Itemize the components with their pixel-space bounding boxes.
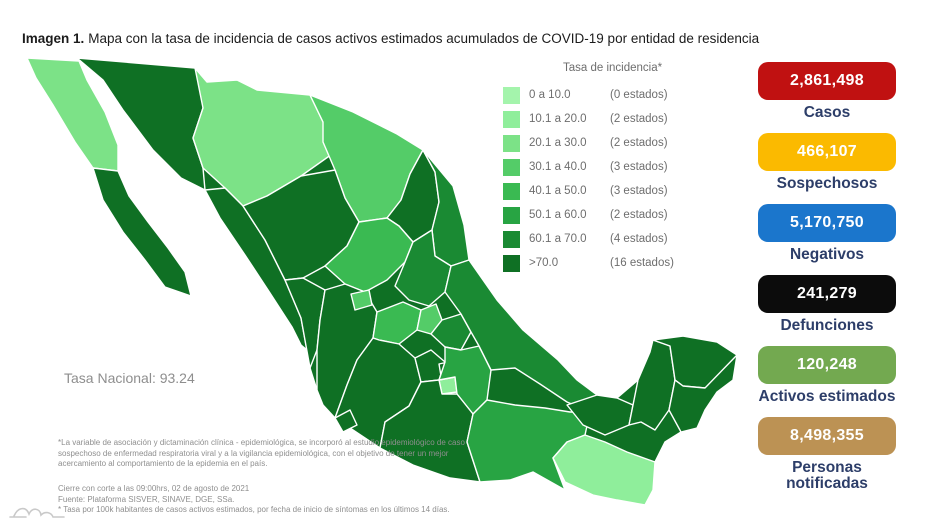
incidence-legend: Tasa de incidencia* 0 a 10.0 (0 estados)…: [497, 62, 747, 275]
state-guerrero: [379, 379, 481, 483]
legend-range: 50.1 a 60.0: [529, 209, 587, 221]
personas-notificadas-badge: 8,498,355: [758, 417, 896, 455]
negativos-label: Negativos: [789, 246, 865, 263]
footnote-variable: *La variable de asociación y dictaminaci…: [58, 438, 465, 468]
activos-estimados-badge: 120,248: [758, 346, 896, 384]
legend-swatch-icon: [503, 206, 520, 224]
title-text: Mapa con la tasa de incidencia de casos …: [88, 31, 760, 46]
legend-row: 60.1 a 70.0 (4 estados): [497, 227, 747, 251]
state-chiapas: [552, 434, 656, 506]
legend-row: 30.1 a 40.0 (3 estados): [497, 155, 747, 179]
legend-range: >70.0: [529, 257, 559, 269]
legend-range: 40.1 a 50.0: [529, 185, 587, 197]
decorative-hills-sketch-icon: [9, 507, 65, 518]
legend-count: (3 estados): [610, 161, 668, 173]
state-baja-california-sur: [92, 167, 192, 297]
legend-swatch-icon: [503, 134, 520, 152]
footnote-rate-note: * Tasa por 100k habitantes de casos acti…: [58, 505, 450, 514]
state-aguascalientes: [350, 289, 373, 311]
sospechosos-badge: 466,107: [758, 133, 896, 171]
state-veracruz: [444, 259, 598, 413]
legend-count: (0 estados): [610, 89, 668, 101]
legend-range: 0 a 10.0: [529, 89, 571, 101]
activos-estimados-label: Activos estimados: [758, 388, 896, 405]
state-zacatecas: [324, 217, 414, 293]
title-figure-label: Imagen 1.: [22, 31, 85, 46]
legend-swatch-icon: [503, 110, 520, 128]
legend-count: (16 estados): [610, 257, 674, 269]
defunciones-badge: 241,279: [758, 275, 896, 313]
legend-count: (2 estados): [610, 137, 668, 149]
legend-swatch-icon: [503, 86, 520, 104]
legend-range: 10.1 a 20.0: [529, 113, 587, 125]
footnote-source: Fuente: Plataforma SISVER, SINAVE, DGE, …: [58, 494, 235, 504]
legend-swatch-icon: [503, 182, 520, 200]
legend-row: 40.1 a 50.0 (3 estados): [497, 179, 747, 203]
state-quintana-roo: [668, 354, 738, 433]
casos-badge: 2,861,498: [758, 62, 896, 100]
legend-range: 20.1 a 30.0: [529, 137, 587, 149]
mexico-choropleth-map: [26, 57, 738, 506]
legend-count: (3 estados): [610, 185, 668, 197]
sospechosos-label: Sospechosos: [776, 175, 878, 192]
casos-label: Casos: [803, 104, 851, 121]
negativos-badge: 5,170,750: [758, 204, 896, 242]
summary-stats-column: 2,861,498 Casos 466,107 Sospechosos 5,17…: [758, 62, 896, 504]
page-title: Imagen 1. Mapa con la tasa de incidencia …: [22, 31, 759, 46]
legend-row: 10.1 a 20.0 (2 estados): [497, 107, 747, 131]
legend-row: 20.1 a 30.0 (2 estados): [497, 131, 747, 155]
legend-swatch-icon: [503, 254, 520, 272]
national-rate-text: Tasa Nacional: 93.24: [64, 370, 195, 386]
legend-count: (2 estados): [610, 113, 668, 125]
legend-range: 30.1 a 40.0: [529, 161, 587, 173]
legend-title: Tasa de incidencia*: [563, 62, 663, 74]
state-san-luis-potosi: [394, 229, 452, 307]
legend-range: 60.1 a 70.0: [529, 233, 587, 245]
legend-swatch-icon: [503, 158, 520, 176]
state-colima: [334, 409, 358, 433]
personas-notificadas-label: Personas notificadas: [786, 459, 868, 492]
legend-row: >70.0 (16 estados): [497, 251, 747, 275]
footnote-block: Cierre con corte a las 09:00hrs, 02 de a…: [58, 484, 498, 516]
footnote-closing: Cierre con corte a las 09:00hrs, 02 de a…: [58, 484, 250, 493]
legend-count: (4 estados): [610, 233, 668, 245]
legend-row: 50.1 a 60.0 (2 estados): [497, 203, 747, 227]
defunciones-label: Defunciones: [780, 317, 874, 334]
legend-count: (2 estados): [610, 209, 668, 221]
legend-row: 0 a 10.0 (0 estados): [497, 83, 747, 107]
legend-swatch-icon: [503, 230, 520, 248]
